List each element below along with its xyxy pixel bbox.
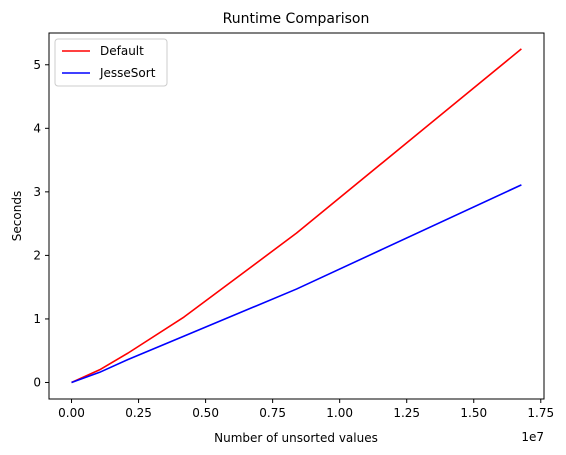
y-axis-ticks: 0 1 2 3 4 5 — [33, 58, 49, 389]
x-tick-label: 1.25 — [393, 406, 420, 420]
legend-label-jessesort: JesseSort — [99, 66, 156, 80]
series-line-jessesort — [71, 184, 522, 384]
chart-title: Runtime Comparison — [223, 11, 370, 27]
x-axis-offset-label: 1e7 — [521, 430, 544, 444]
y-tick-label: 3 — [33, 185, 41, 199]
y-tick-label: 0 — [33, 375, 41, 389]
x-axis-label: Number of unsorted values — [214, 431, 378, 445]
y-tick-label: 5 — [33, 58, 41, 72]
y-axis-label: Seconds — [10, 191, 24, 241]
series-layer — [71, 48, 522, 384]
x-tick-label: 1.75 — [527, 406, 554, 420]
y-tick-label: 1 — [33, 312, 41, 326]
x-tick-label: 1.50 — [460, 406, 487, 420]
series-line-default — [71, 48, 522, 384]
legend-label-default: Default — [100, 44, 144, 58]
x-tick-label: 0.00 — [58, 406, 85, 420]
x-tick-label: 0.25 — [125, 406, 152, 420]
x-tick-label: 0.75 — [259, 406, 286, 420]
y-tick-label: 2 — [33, 248, 41, 262]
legend: Default JesseSort — [54, 38, 168, 87]
x-axis-ticks: 0.00 0.25 0.50 0.75 1.00 1.25 1.50 1.75 — [58, 399, 554, 420]
plot-frame — [48, 32, 545, 400]
plot-area — [48, 32, 545, 400]
x-tick-label: 0.50 — [192, 406, 219, 420]
x-tick-label: 1.00 — [326, 406, 353, 420]
y-tick-label: 4 — [33, 121, 41, 135]
